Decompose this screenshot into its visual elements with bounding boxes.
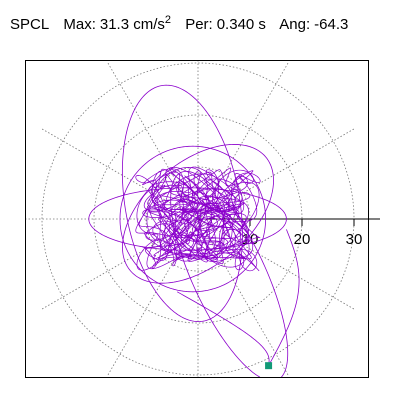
max-marker-group — [265, 362, 273, 370]
orbit-peak-excursion-b — [268, 229, 300, 366]
max-value-text: 31.3 cm/s — [99, 16, 165, 33]
ang-label: Ang: — [279, 16, 311, 33]
per-label: Per: — [185, 16, 213, 33]
max-value-exponent: 2 — [164, 14, 172, 26]
orbit-peak-excursion-a — [177, 291, 270, 366]
orbit-ellipse-lower — [170, 170, 289, 377]
grid-spoke — [40, 127, 199, 220]
grid-spoke — [197, 218, 356, 311]
grid-spoke — [197, 127, 356, 220]
station-label: SPCL — [10, 16, 50, 33]
orbit-ellipse-upper — [121, 84, 243, 323]
grid-spoke — [106, 61, 199, 220]
max-label: Max: — [63, 16, 96, 33]
grid-spoke — [197, 61, 290, 220]
orbit-ellipse-diagonal — [122, 144, 274, 284]
orbit-trace — [88, 84, 300, 377]
orbit-ring — [119, 145, 266, 293]
max-value: 31.3 cm/s2 — [99, 14, 172, 33]
grid-spoke — [106, 218, 199, 377]
grid-spoke — [197, 218, 290, 377]
per-value: 0.340 s — [216, 16, 266, 33]
orbit-ellipse-horizontal — [88, 187, 287, 251]
max-amplitude-marker — [265, 362, 273, 370]
chart-header: SPCL Max: 31.3 cm/s2 Per: 0.340 s Ang: -64.… — [10, 14, 358, 33]
radial-tick-label: 20 — [294, 231, 311, 248]
radial-tick-label: 30 — [346, 231, 363, 248]
grid-spoke — [40, 218, 199, 311]
orbit-mid — [135, 166, 261, 272]
ang-value: -64.3 — [314, 16, 349, 33]
